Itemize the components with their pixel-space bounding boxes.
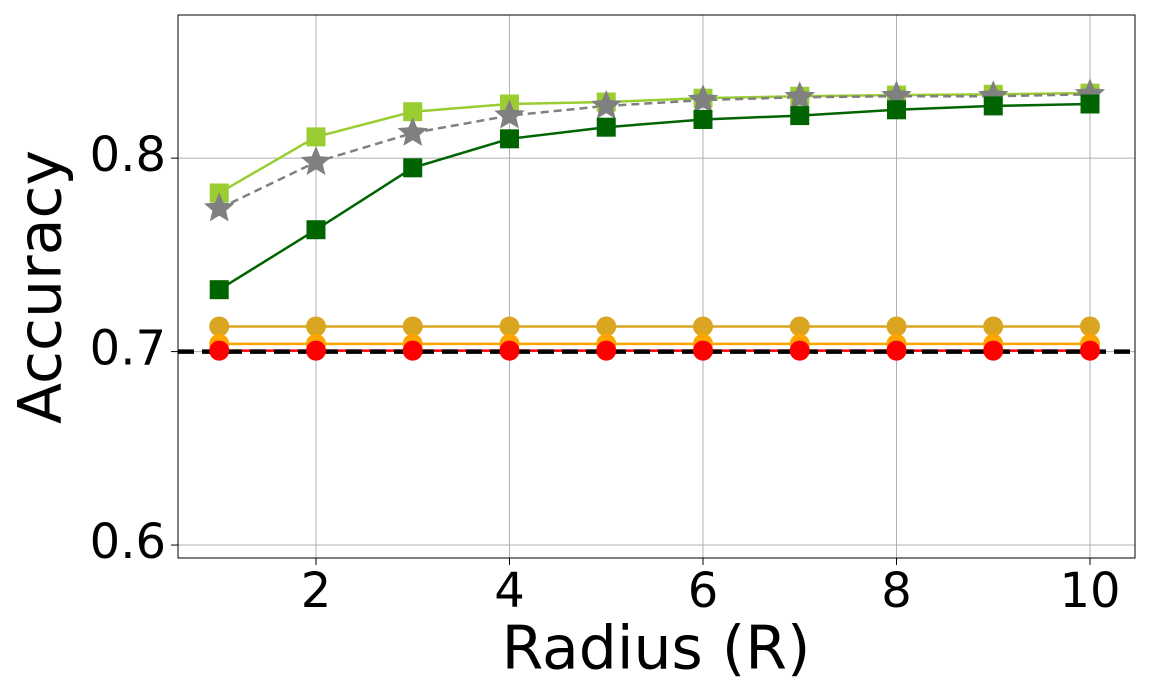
marker — [596, 340, 617, 361]
marker — [397, 117, 428, 146]
marker — [596, 316, 617, 337]
marker — [499, 316, 520, 337]
marker — [494, 99, 525, 129]
marker — [693, 109, 713, 129]
marker — [306, 127, 326, 147]
series-line — [218, 91, 1091, 195]
marker — [305, 316, 326, 337]
series-line — [218, 93, 1091, 210]
marker — [209, 280, 229, 300]
marker — [983, 96, 1003, 116]
marker — [209, 316, 230, 337]
marker — [789, 340, 810, 361]
x-tick-label: 8 — [881, 563, 912, 619]
marker — [499, 340, 520, 361]
marker — [692, 340, 713, 361]
y-axis-label: Accuracy — [6, 150, 76, 424]
y-tick-label: 0.8 — [90, 127, 166, 183]
marker — [784, 81, 815, 111]
marker — [305, 340, 326, 361]
marker — [403, 158, 423, 178]
marker — [1080, 94, 1100, 114]
x-tick-label: 10 — [1059, 563, 1120, 619]
marker — [790, 106, 810, 126]
marker — [886, 316, 907, 337]
marker — [403, 102, 423, 122]
marker — [591, 89, 622, 119]
x-tick-label: 6 — [688, 563, 719, 619]
marker — [983, 316, 1004, 337]
plot-frame — [177, 14, 1136, 559]
y-tick-label: 0.6 — [90, 514, 166, 570]
marker — [692, 316, 713, 337]
marker — [789, 316, 810, 337]
marker — [402, 316, 423, 337]
marker — [1080, 340, 1101, 361]
marker — [687, 84, 719, 114]
marker — [983, 340, 1004, 361]
marker — [499, 129, 519, 149]
marker — [886, 340, 907, 361]
marker — [886, 100, 906, 120]
marker — [402, 340, 423, 361]
x-tick-label: 4 — [494, 563, 525, 619]
marker — [306, 220, 326, 240]
marker — [596, 117, 616, 137]
series-line — [218, 102, 1091, 291]
y-tick-label: 0.7 — [90, 321, 166, 377]
marker — [1080, 316, 1101, 337]
marker — [204, 192, 235, 222]
x-tick-label: 2 — [301, 563, 332, 619]
x-axis-label: Radius (R) — [502, 614, 811, 684]
marker — [300, 146, 332, 175]
marker — [209, 340, 230, 361]
